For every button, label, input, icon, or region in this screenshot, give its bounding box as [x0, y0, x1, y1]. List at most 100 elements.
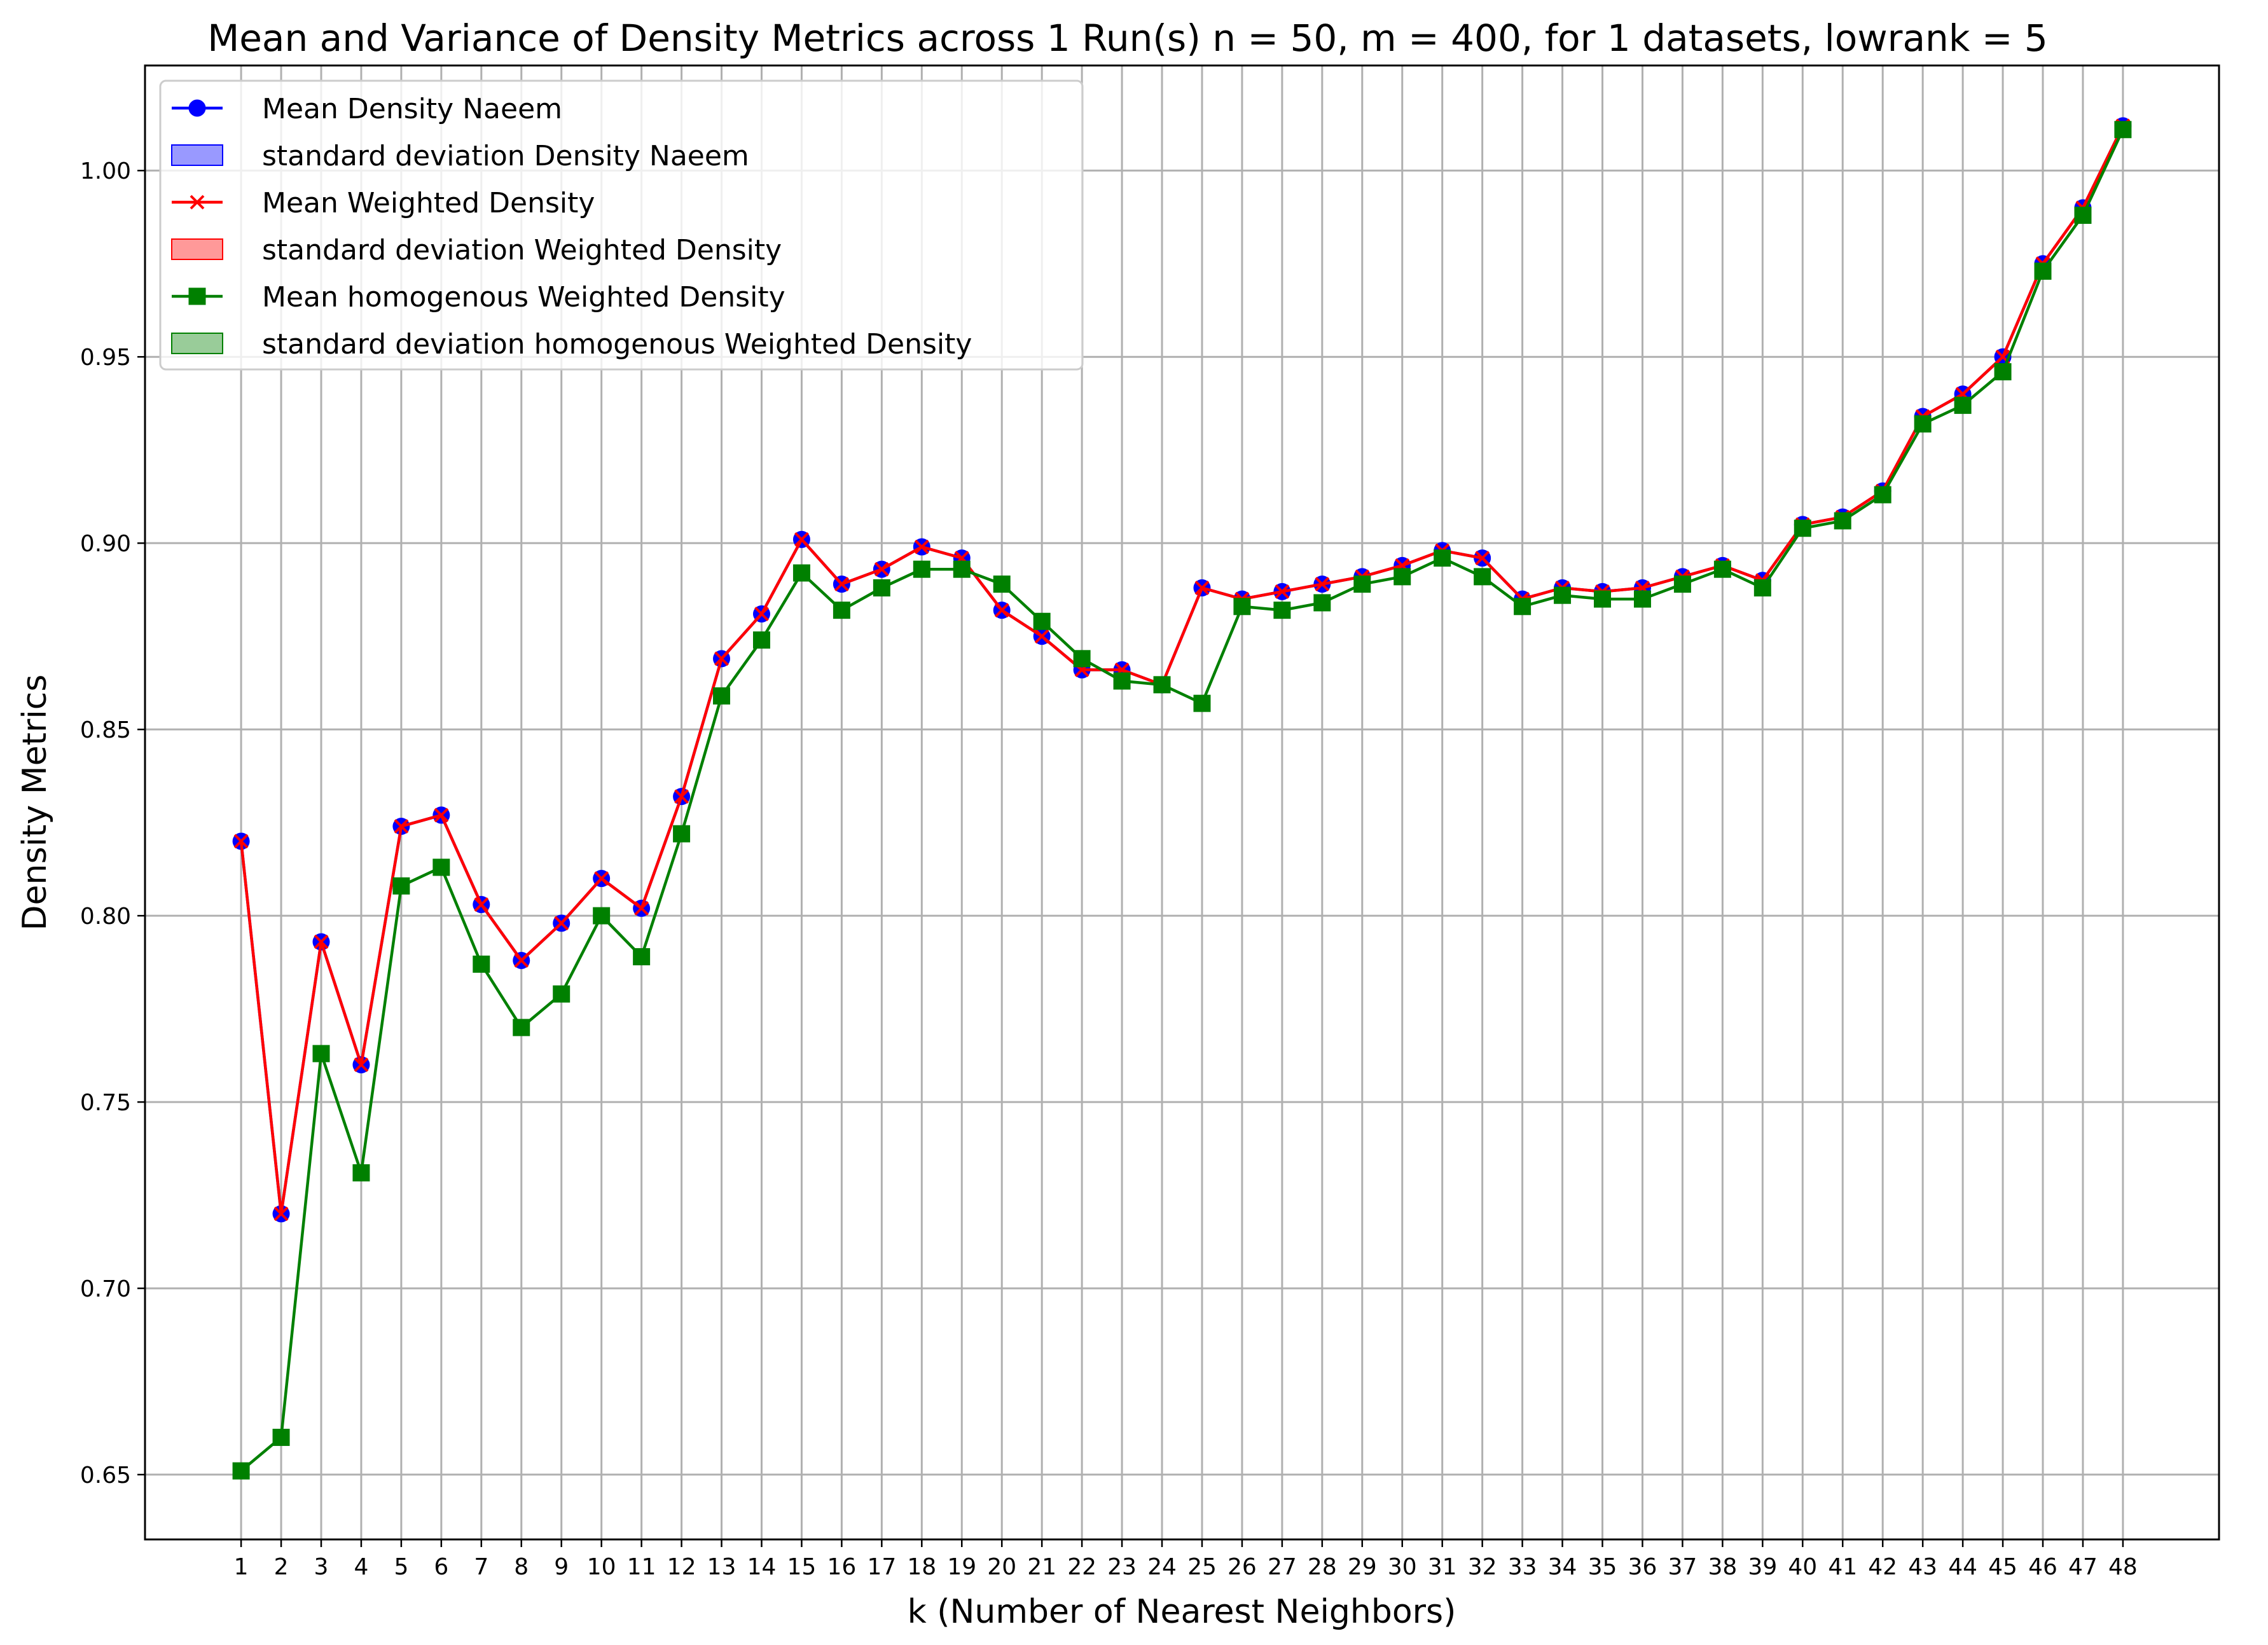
legend-label: standard deviation Density Naeem [262, 140, 749, 172]
data-point [473, 955, 490, 973]
data-point [713, 687, 731, 705]
data-point [314, 934, 329, 949]
data-point [1073, 650, 1091, 668]
x-tick-label: 47 [2068, 1554, 2098, 1580]
data-point [2114, 121, 2132, 139]
x-tick-label: 38 [1708, 1554, 1737, 1580]
x-tick-label: 36 [1628, 1554, 1657, 1580]
x-tick-label: 37 [1668, 1554, 1698, 1580]
x-tick-label: 21 [1027, 1554, 1056, 1580]
legend-entry: standard deviation Weighted Density [171, 234, 782, 266]
data-point [432, 858, 450, 876]
data-point [2074, 207, 2092, 224]
data-point [1353, 575, 1371, 593]
x-tick-label: 41 [1828, 1554, 1857, 1580]
x-tick-label: 14 [747, 1554, 777, 1580]
data-point [752, 631, 770, 649]
x-tick-label: 24 [1147, 1554, 1177, 1580]
chart-title: Mean and Variance of Density Metrics acr… [207, 17, 2048, 60]
legend-entry: standard deviation homogenous Weighted D… [171, 328, 972, 361]
legend-entry: Mean Density Naeem [172, 93, 562, 125]
data-point [1594, 590, 1612, 608]
x-tick-label: 26 [1227, 1554, 1257, 1580]
plot-frame [144, 64, 2220, 1541]
x-axis-label: k (Number of Nearest Neighbors) [908, 1593, 1456, 1631]
x-tick-label: 30 [1388, 1554, 1417, 1580]
data-point [993, 575, 1011, 593]
data-point [994, 603, 1009, 618]
data-point [553, 985, 570, 1003]
x-tick-label: 40 [1788, 1554, 1817, 1580]
x-tick-label: 20 [987, 1554, 1016, 1580]
x-tick-label: 12 [667, 1554, 696, 1580]
y-tick-label: 0.80 [80, 904, 131, 930]
data-point [754, 607, 769, 621]
x-tick-label: 27 [1268, 1554, 1297, 1580]
data-point [2034, 262, 2052, 280]
y-axis-label: Density Metrics [16, 675, 54, 931]
data-point [1313, 594, 1331, 612]
y-tick-label: 0.95 [80, 345, 131, 371]
data-point [633, 948, 651, 966]
data-point [233, 834, 249, 849]
data-point [1273, 602, 1291, 619]
x-tick-label: 15 [787, 1554, 817, 1580]
data-point [1315, 577, 1330, 592]
data-point [1113, 672, 1131, 690]
x-tick-label: 28 [1308, 1554, 1337, 1580]
data-point [1475, 551, 1490, 566]
y-tick-label: 0.90 [80, 531, 131, 557]
data-point [834, 577, 849, 592]
legend-swatch-patch [171, 333, 223, 354]
series-layer [232, 117, 2132, 1480]
legend-entry: Mean Weighted Density [172, 187, 595, 219]
data-point [1713, 560, 1731, 578]
data-point [594, 871, 609, 886]
data-point [1233, 598, 1251, 616]
data-point [1874, 486, 1891, 504]
x-tick-label: 2 [274, 1554, 289, 1580]
x-tick-label: 22 [1067, 1554, 1096, 1580]
data-point [1514, 598, 1532, 616]
x-tick-label: 45 [1988, 1554, 2017, 1580]
data-point [554, 916, 569, 931]
legend-swatch-patch [171, 238, 223, 260]
data-point [434, 808, 449, 823]
data-point [1554, 586, 1572, 604]
data-point [312, 1045, 330, 1063]
data-point [792, 564, 810, 582]
data-point [273, 1206, 289, 1222]
data-point [634, 900, 649, 916]
legend-entry: Mean homogenous Weighted Density [172, 281, 785, 313]
data-point [674, 789, 689, 804]
data-point [513, 1019, 530, 1036]
x-tick-label: 29 [1348, 1554, 1377, 1580]
legend-entry: standard deviation Density Naeem [171, 140, 749, 172]
data-point [1194, 581, 1210, 595]
data-point [833, 602, 850, 619]
data-point [874, 561, 889, 577]
data-point [1954, 396, 1972, 414]
data-point [1794, 520, 1811, 537]
legend-box [159, 79, 1084, 371]
data-point [514, 953, 529, 968]
data-point [1834, 512, 1851, 530]
x-tick-label: 10 [587, 1554, 616, 1580]
legend-label: Mean Weighted Density [262, 187, 595, 219]
x-tick-label: 44 [1948, 1554, 1977, 1580]
data-point [272, 1428, 290, 1446]
x-tick-label: 7 [474, 1554, 488, 1580]
x-tick-label: 33 [1508, 1554, 1537, 1580]
x-tick-label: 25 [1187, 1554, 1217, 1580]
data-point [392, 877, 410, 895]
y-tick-label: 0.70 [80, 1276, 131, 1302]
data-point [394, 819, 409, 834]
x-tick-label: 19 [947, 1554, 976, 1580]
legend-label: Mean Density Naeem [262, 93, 562, 125]
x-tick-label: 8 [514, 1554, 529, 1580]
data-point [1434, 549, 1451, 567]
legend: Mean Density Naeem standard deviation Den… [159, 79, 1084, 371]
legend-label: standard deviation homogenous Weighted D… [262, 328, 972, 361]
x-tick-label: 43 [1908, 1554, 1937, 1580]
data-point [1275, 584, 1290, 599]
